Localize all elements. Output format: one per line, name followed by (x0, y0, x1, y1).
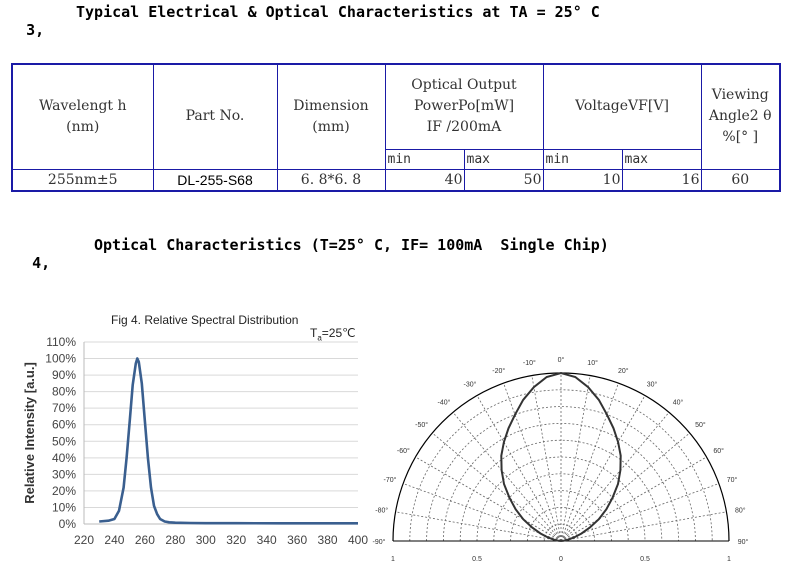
header-viewing-angle: Viewing Angle2 θ %[° ] (700, 63, 781, 170)
y-tick-label: 20% (52, 484, 76, 498)
spectral-chart: 0% 10% 20% 30% 40% 50% 60% 70% 80% 90% 100% 110% 220… (22, 335, 368, 547)
subheader-po-min: min (384, 148, 465, 170)
angle-label: 0° (558, 356, 565, 364)
angle-label: -20° (492, 367, 505, 375)
cell-vf-min: 10 (542, 168, 623, 191)
radial-label: 0.5 (640, 556, 650, 563)
angle-label: -10° (523, 359, 536, 367)
polar-ring (459, 439, 663, 542)
polar-ring (409, 389, 713, 542)
radial-label: 1 (391, 556, 395, 563)
annotation-suffix: =25℃ (321, 326, 356, 340)
y-tick-label: 30% (52, 467, 76, 481)
x-tick-label: 240 (104, 533, 124, 547)
chart-title: Fig 4. Relative Spectral Distribution (111, 313, 299, 327)
radial-label: 0.5 (472, 556, 482, 563)
cell-part-no: DL-255-S68 (152, 168, 278, 191)
cell-vf-max: 16 (621, 168, 702, 191)
polar-ring (543, 523, 579, 542)
section-4-heading: 4, Optical Characteristics (T=25° C, IF=… (14, 236, 609, 290)
angle-label: 40° (673, 399, 684, 407)
y-tick-label: 60% (52, 418, 76, 432)
table-row: 255nm±5 DL-255-S68 6. 8*6. 8 40 50 10 16… (11, 168, 781, 191)
header-line: (nm) (66, 118, 100, 135)
spectrum-series-line (99, 357, 358, 525)
section-number: 4, (32, 254, 51, 272)
angle-label: 20° (618, 367, 629, 375)
x-tick-label: 280 (165, 533, 185, 547)
angle-label: 80° (735, 506, 746, 514)
header-voltage: VoltageVF[V] (542, 63, 702, 150)
subheader-vf-max: max (621, 148, 702, 170)
characteristics-table: Wavelengt h (nm) Part No. Dimension (mm)… (11, 63, 781, 192)
subheader-po-max: max (463, 148, 544, 170)
header-line: Viewing (711, 87, 769, 104)
section-3-heading: 3, Typical Electrical & Optical Characte… (8, 3, 600, 57)
section-title: Optical Characteristics (T=25° C, IF= 10… (94, 236, 609, 254)
angle-label: 70° (727, 476, 738, 484)
cell-viewing-angle: 60 (700, 168, 781, 191)
header-line: Wavelengt h (38, 97, 127, 114)
x-tick-label: 400 (348, 533, 368, 547)
polar-chart: -90°-80°-70°-60°-50°-40°-30°-20°-10° 0° 10… (373, 356, 749, 563)
header-part-no: Part No. (152, 63, 278, 170)
cell-po-min: 40 (384, 168, 465, 191)
angle-label: -90° (373, 538, 386, 546)
angle-label: -50° (415, 421, 428, 429)
angle-label: 60° (713, 447, 724, 455)
radiation-pattern-line (500, 371, 622, 542)
polar-ring (493, 473, 629, 542)
y-tick-label: 10% (52, 500, 76, 514)
header-line: (mm) (312, 118, 350, 135)
section-title: Typical Electrical & Optical Characteris… (76, 3, 600, 21)
x-tick-label: 260 (135, 533, 155, 547)
annotation-sub: a (317, 333, 322, 343)
cell-po-max: 50 (463, 168, 544, 191)
header-line: Dimension (293, 97, 369, 114)
subheader-vf-min: min (542, 148, 623, 170)
y-tick-label: 40% (52, 451, 76, 465)
polar-ring (476, 456, 646, 542)
angle-label: -60° (397, 447, 410, 455)
x-tick-label: 340 (257, 533, 277, 547)
x-tick-label: 380 (318, 533, 338, 547)
y-axis-label: Relative Intensity [a.u.] (22, 362, 37, 504)
y-tick-label: 100% (45, 352, 76, 366)
header-optical-output: Optical Output PowerPo[mW] IF /200mA (384, 63, 544, 150)
header-dimension: Dimension (mm) (276, 63, 386, 170)
header-line: PowerPo[mW] (413, 98, 515, 115)
y-tick-label: 80% (52, 385, 76, 399)
header-line: %[° ] (722, 129, 759, 146)
cell-wavelength: 255nm±5 (11, 168, 154, 191)
header-line: Angle2 θ (708, 108, 772, 125)
y-tick-label: 110% (46, 335, 76, 349)
x-tick-label: 360 (287, 533, 307, 547)
angle-label: -40° (438, 399, 451, 407)
y-tick-label: 90% (52, 368, 76, 382)
cell-dimension: 6. 8*6. 8 (276, 168, 386, 191)
angle-label: 30° (647, 380, 658, 388)
angle-label: -70° (384, 476, 397, 484)
x-tick-label: 320 (226, 533, 246, 547)
angle-label: -30° (464, 380, 477, 388)
section-number: 3, (26, 21, 45, 39)
x-tick-label: 300 (196, 533, 216, 547)
header-line: IF /200mA (426, 119, 502, 136)
polar-spoke (560, 456, 707, 542)
annotation-prefix: T (310, 326, 318, 340)
y-tick-label: 0% (59, 517, 77, 531)
y-tick-label: 50% (52, 434, 76, 448)
polar-spoke (560, 483, 720, 542)
header-wavelength: Wavelengt h (nm) (11, 63, 154, 170)
angle-label: 50° (695, 421, 706, 429)
angle-label: 10° (587, 359, 598, 367)
radial-label: 1 (727, 556, 731, 563)
x-tick-label: 220 (74, 533, 94, 547)
header-line: Optical Output (411, 77, 517, 94)
angle-label: 90° (738, 538, 749, 546)
radial-label: 0 (559, 556, 563, 563)
temperature-annotation: Ta=25℃ (310, 326, 356, 342)
y-tick-label: 70% (52, 401, 76, 415)
angle-label: -80° (375, 506, 388, 514)
